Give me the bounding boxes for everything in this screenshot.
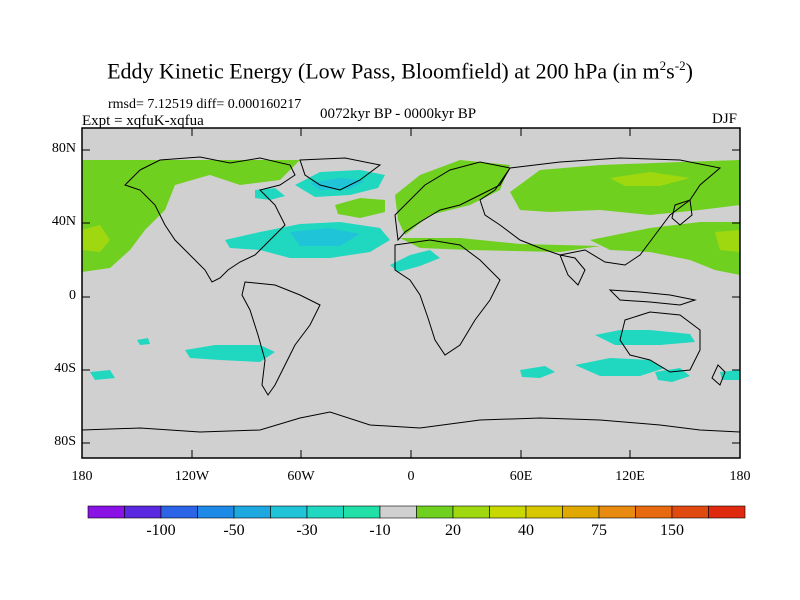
pos-region-north-atlantic	[335, 198, 385, 218]
colorbar-box	[416, 505, 454, 519]
neg-region-indian-ocean	[575, 358, 665, 376]
coast-japan	[671, 199, 693, 226]
colorbar-box	[233, 505, 271, 519]
coast-indonesia	[608, 289, 697, 306]
colorbar-box	[306, 505, 344, 519]
neg-region-greenland-core	[310, 178, 365, 190]
colorbar-box	[87, 505, 125, 519]
axis-ticks	[82, 128, 740, 458]
season-label: DJF	[712, 111, 738, 127]
coast-africa	[394, 239, 501, 356]
colorbar-box	[525, 505, 563, 519]
colorbar-label: 20	[445, 522, 461, 539]
coast-india	[559, 254, 586, 286]
colorbar-label: -10	[369, 522, 391, 539]
colorbar-box	[197, 505, 235, 519]
plot-title: Eddy Kinetic Energy (Low Pass, Bloomfiel…	[107, 58, 693, 84]
colorbar-label: -30	[296, 522, 318, 539]
x-label-180w: 180	[71, 469, 93, 484]
x-label-180e: 180	[729, 469, 751, 484]
x-label-60w: 60W	[287, 469, 315, 484]
y-label-40s: 40S	[54, 361, 76, 376]
colorbar-box	[124, 505, 162, 519]
pos-region-north-canada	[200, 160, 300, 185]
pos-region-north-pacific-west	[82, 160, 220, 272]
coastlines	[81, 156, 741, 433]
coast-new-zealand	[711, 364, 726, 386]
pos-region-west-pacific-core	[715, 230, 740, 252]
pos-region-west-pacific	[590, 222, 740, 275]
colorbar-label: 40	[518, 522, 534, 539]
colorbar-box	[708, 505, 746, 519]
colorbar-box	[270, 505, 308, 519]
coast-australia	[619, 311, 701, 373]
colorbar	[87, 505, 746, 519]
coast-north-america	[124, 156, 296, 283]
y-label-40n: 40N	[51, 214, 76, 229]
colorbar-box	[562, 505, 600, 519]
pos-region-mediterranean	[400, 238, 600, 252]
x-label-60e: 60E	[509, 469, 533, 484]
y-label-0: 0	[69, 288, 76, 303]
experiment-label: Expt = xqfuK-xqfua	[82, 113, 204, 129]
neg-region-south-pacific-small	[137, 338, 150, 345]
colorbar-box	[635, 505, 673, 519]
colorbar-label: -100	[146, 522, 176, 539]
neg-region-south-indian	[595, 330, 695, 345]
positive-anomaly-regions	[82, 160, 740, 275]
coast-antarctica	[81, 411, 741, 433]
colorbar-box	[489, 505, 527, 519]
colorbar-box	[343, 505, 381, 519]
colorbar-label: 150	[660, 522, 684, 539]
neg-region-hudson	[255, 188, 285, 200]
pos-region-asia-core	[610, 172, 690, 186]
colorbar-label: -50	[223, 522, 245, 539]
coast-asia	[479, 157, 722, 266]
neg-region-south-pacific-far	[90, 370, 115, 380]
colorbar-box	[598, 505, 636, 519]
neg-region-tasman	[655, 368, 690, 382]
colorbar-box	[379, 505, 417, 519]
coast-south-america	[241, 281, 321, 396]
colorbar-label: 75	[591, 522, 607, 539]
period-label: 0072kyr BP - 0000kyr BP	[320, 106, 477, 122]
x-label-120w: 120W	[174, 469, 210, 484]
x-label-120e: 120E	[615, 469, 645, 484]
coast-europe	[394, 161, 511, 242]
y-label-80n: 80N	[51, 141, 76, 156]
colorbar-box	[160, 505, 198, 519]
pos-region-asia	[510, 160, 740, 215]
coast-greenland	[299, 157, 382, 191]
x-label-0: 0	[407, 469, 415, 484]
neg-region-north-africa	[390, 250, 440, 272]
stats-label: rmsd= 7.12519 diff= 0.000160217	[108, 97, 302, 112]
negative-anomaly-regions	[90, 170, 740, 382]
colorbar-box	[452, 505, 490, 519]
neg-region-south-pacific-west	[185, 345, 275, 362]
colorbar-box	[671, 505, 709, 519]
pos-region-europe	[395, 160, 510, 235]
y-label-80s: 80S	[54, 434, 76, 449]
neg-region-atlantic-core	[290, 228, 360, 246]
pos-region-north-pacific-west-core	[82, 225, 110, 252]
neg-region-south-atlantic	[520, 366, 555, 378]
